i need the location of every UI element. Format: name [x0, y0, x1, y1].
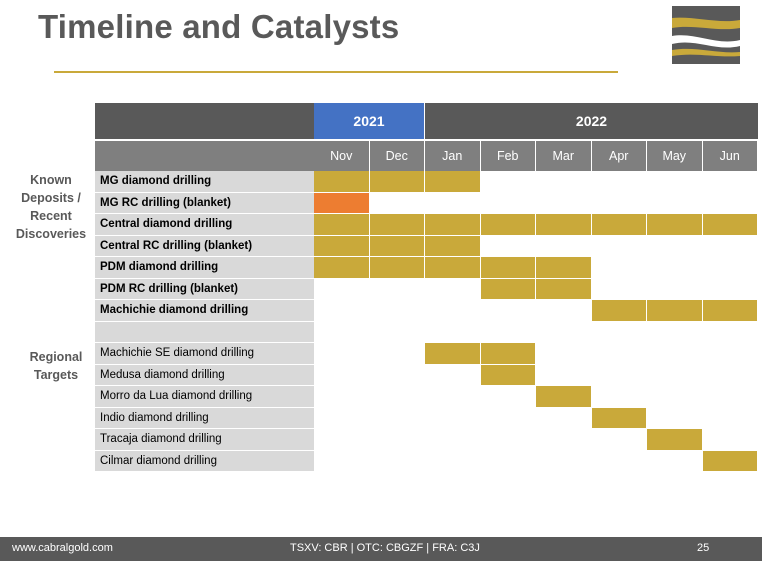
- timeline-bar: [425, 257, 481, 279]
- timeline-bar: [314, 214, 370, 236]
- page-number: 25: [697, 542, 710, 554]
- timeline-bar: [480, 214, 536, 236]
- month-header-blank: [95, 141, 314, 171]
- gantt-header-blank: [95, 103, 314, 139]
- task-label: MG diamond drilling: [95, 171, 314, 193]
- task-label: Tracaja diamond drilling: [95, 429, 314, 451]
- month-header-dec: Dec: [369, 141, 425, 171]
- footer-bar: www.cabralgold.com TSXV: CBR | OTC: CBGZ…: [0, 537, 762, 561]
- month-header-mar: Mar: [536, 141, 592, 171]
- timeline-bar: [647, 300, 703, 322]
- task-label: Medusa diamond drilling: [95, 364, 314, 386]
- timeline-bar: [536, 278, 592, 300]
- timeline-bar: [702, 214, 758, 236]
- month-header-nov: Nov: [314, 141, 370, 171]
- slide-title: Timeline and Catalysts: [38, 8, 400, 45]
- timeline-bar: [425, 171, 481, 193]
- task-label: Central diamond drilling: [95, 214, 314, 236]
- timeline-bar: [480, 278, 536, 300]
- timeline-bar: [480, 343, 536, 365]
- year-header-2022: 2022: [425, 103, 758, 139]
- timeline-bar: [536, 386, 592, 408]
- timeline-bar: [591, 300, 647, 322]
- timeline-bar: [480, 364, 536, 386]
- task-label: Machichie diamond drilling: [95, 300, 314, 322]
- task-label: Machichie SE diamond drilling: [95, 343, 314, 365]
- timeline-bar: [480, 257, 536, 279]
- month-header-jun: Jun: [702, 141, 758, 171]
- month-header-jan: Jan: [425, 141, 481, 171]
- timeline-bar: [536, 257, 592, 279]
- timeline-bar: [591, 214, 647, 236]
- timeline-bar: [425, 343, 481, 365]
- timeline-bar: [425, 235, 481, 257]
- month-header-feb: Feb: [480, 141, 536, 171]
- timeline-bar: [369, 214, 425, 236]
- timeline-bar: [702, 300, 758, 322]
- timeline-bar: [647, 429, 703, 451]
- task-label: PDM RC drilling (blanket): [95, 278, 314, 300]
- timeline-bar: [647, 214, 703, 236]
- task-label: Indio diamond drilling: [95, 407, 314, 429]
- footer-website: www.cabralgold.com: [12, 542, 113, 554]
- timeline-bar: [425, 214, 481, 236]
- task-label: MG RC drilling (blanket): [95, 192, 314, 214]
- cabral-logo-icon: [672, 6, 740, 64]
- timeline-bar: [591, 407, 647, 429]
- timeline-bar: [369, 171, 425, 193]
- timeline-bar: [369, 235, 425, 257]
- known-deposits-label: Known Deposits / Recent Discoveries: [15, 173, 87, 241]
- timeline-bar: [314, 235, 370, 257]
- task-label: [95, 321, 314, 343]
- title-underline: [54, 71, 618, 73]
- task-label: Central RC drilling (blanket): [95, 235, 314, 257]
- task-label: Cilmar diamond drilling: [95, 450, 314, 472]
- task-label: Morro da Lua diamond drilling: [95, 386, 314, 408]
- year-header-2021: 2021: [314, 103, 425, 139]
- timeline-bar: [314, 192, 370, 214]
- task-label: PDM diamond drilling: [95, 257, 314, 279]
- footer-tickers: TSXV: CBR | OTC: CBGZF | FRA: C3J: [290, 542, 480, 554]
- regional-targets-label: Regional Targets: [29, 350, 83, 382]
- timeline-bar: [314, 171, 370, 193]
- timeline-bar: [369, 257, 425, 279]
- timeline-bar: [314, 257, 370, 279]
- month-header-apr: Apr: [591, 141, 647, 171]
- month-header-may: May: [647, 141, 703, 171]
- timeline-bar: [702, 450, 758, 472]
- timeline-bar: [536, 214, 592, 236]
